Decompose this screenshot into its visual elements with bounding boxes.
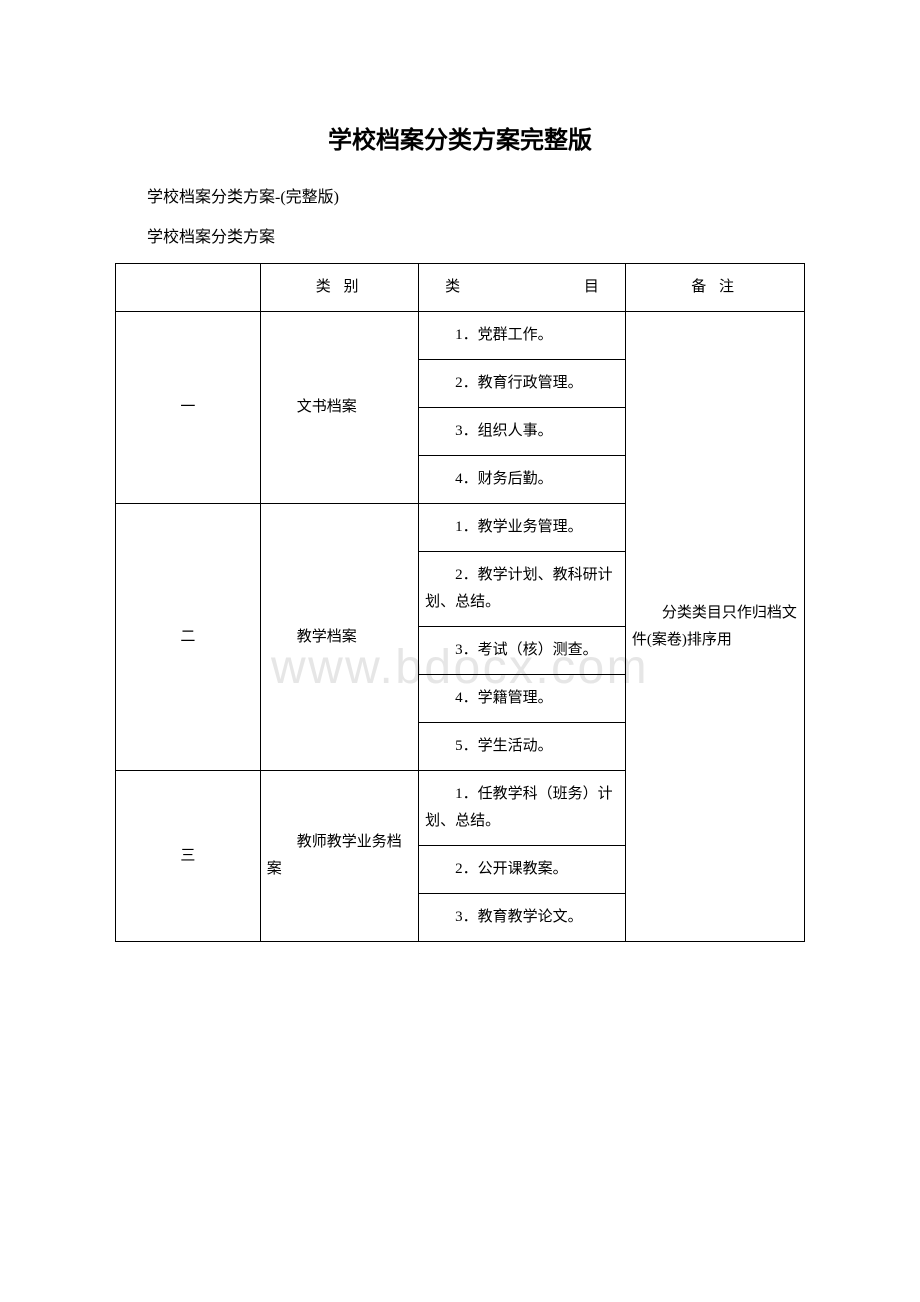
- cell-num: 三: [116, 771, 261, 942]
- cell-category: 文书档案: [260, 312, 418, 504]
- cell-item: 4．学籍管理。: [419, 675, 626, 723]
- header-category: 类 别: [260, 264, 418, 312]
- cell-item: 3．教育教学论文。: [419, 894, 626, 942]
- cell-item: 4．财务后勤。: [419, 456, 626, 504]
- cell-item: 1．党群工作。: [419, 312, 626, 360]
- table-header-row: 类 别 类目 备 注: [116, 264, 805, 312]
- cell-item: 2．教学计划、教科研计划、总结。: [419, 552, 626, 627]
- cell-remark: 分类类目只作归档文件(案卷)排序用: [625, 312, 804, 942]
- classification-table: 类 别 类目 备 注 一 文书档案 1．党群工作。 分类类目只作归档文件(案卷)…: [115, 263, 805, 942]
- cell-item: 3．考试（核）测查。: [419, 627, 626, 675]
- header-num: [116, 264, 261, 312]
- page-title: 学校档案分类方案完整版: [115, 120, 805, 155]
- cell-category: 教师教学业务档案: [260, 771, 418, 942]
- intro-line-2: 学校档案分类方案: [115, 223, 805, 247]
- cell-item: 5．学生活动。: [419, 723, 626, 771]
- cell-item: 2．教育行政管理。: [419, 360, 626, 408]
- cell-num: 一: [116, 312, 261, 504]
- cell-item: 3．组织人事。: [419, 408, 626, 456]
- document-content: 学校档案分类方案完整版 学校档案分类方案-(完整版) 学校档案分类方案 类 别 …: [115, 120, 805, 942]
- header-remark: 备 注: [625, 264, 804, 312]
- cell-item: 2．公开课教案。: [419, 846, 626, 894]
- cell-item: 1．任教学科（班务）计划、总结。: [419, 771, 626, 846]
- cell-num: 二: [116, 504, 261, 771]
- cell-category: 教学档案: [260, 504, 418, 771]
- table-row: 一 文书档案 1．党群工作。 分类类目只作归档文件(案卷)排序用: [116, 312, 805, 360]
- intro-line-1: 学校档案分类方案-(完整版): [115, 183, 805, 207]
- cell-item: 1．教学业务管理。: [419, 504, 626, 552]
- header-item: 类目: [419, 264, 626, 312]
